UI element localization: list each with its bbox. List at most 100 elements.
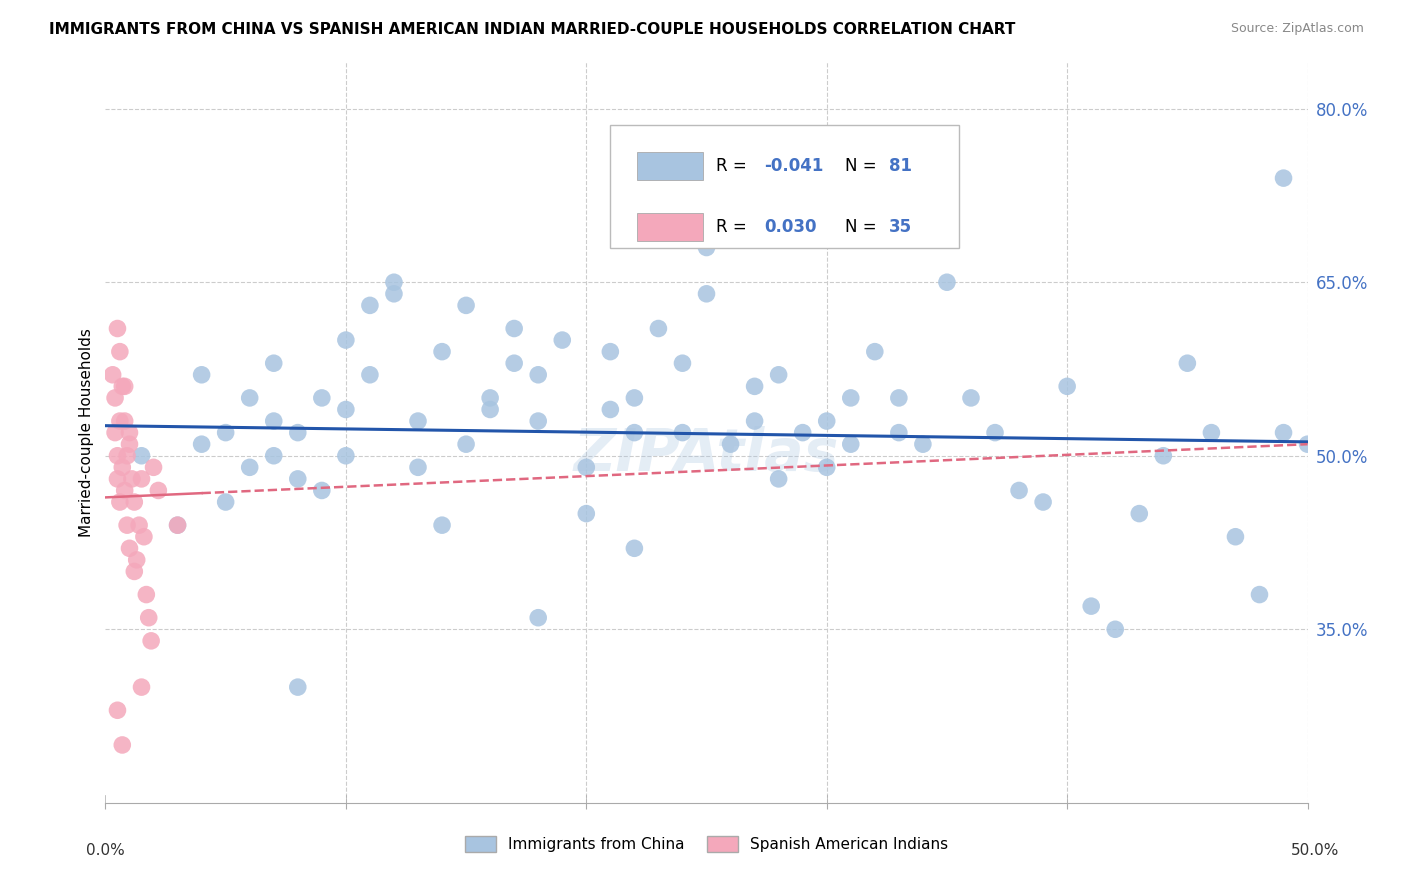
Text: Source: ZipAtlas.com: Source: ZipAtlas.com (1230, 22, 1364, 36)
Point (214, 495, 236, 509)
Point (1272, 171, 1295, 186)
Point (214, 425, 236, 440)
Point (108, 344, 131, 359)
Point (359, 368, 381, 382)
Point (575, 507, 598, 521)
Point (406, 414, 429, 428)
Point (114, 483, 136, 498)
Point (1104, 622, 1126, 636)
Point (768, 472, 790, 486)
Point (815, 460, 838, 475)
Point (430, 344, 453, 359)
Point (936, 275, 959, 289)
Point (131, 680, 153, 694)
Point (107, 449, 129, 463)
Point (335, 402, 357, 417)
Text: 50.0%: 50.0% (1291, 843, 1339, 858)
Point (287, 425, 309, 440)
Point (768, 368, 790, 382)
Text: N =: N = (845, 157, 882, 175)
Text: R =: R = (716, 157, 752, 175)
Text: IMMIGRANTS FROM CHINA VS SPANISH AMERICAN INDIAN MARRIED-COUPLE HOUSEHOLDS CORRE: IMMIGRANTS FROM CHINA VS SPANISH AMERICA… (49, 22, 1015, 37)
Point (239, 460, 262, 475)
Point (114, 414, 136, 428)
Point (599, 344, 621, 359)
Point (108, 495, 131, 509)
Point (984, 425, 1007, 440)
Text: -0.041: -0.041 (765, 157, 824, 175)
Point (647, 321, 669, 335)
Point (131, 449, 153, 463)
Text: 35: 35 (889, 218, 912, 235)
Point (115, 518, 138, 533)
Text: N =: N = (845, 218, 882, 235)
Point (359, 298, 381, 312)
Point (111, 460, 134, 475)
Point (1249, 588, 1271, 602)
Point (430, 518, 453, 533)
Point (125, 553, 148, 567)
Point (311, 391, 333, 405)
Point (623, 391, 645, 405)
Point (190, 437, 212, 451)
Point (121, 472, 143, 486)
Point (114, 379, 136, 393)
Point (166, 518, 188, 533)
Text: 0.0%: 0.0% (86, 843, 125, 858)
Point (671, 425, 693, 440)
Point (623, 541, 645, 556)
Point (335, 333, 357, 347)
Point (1225, 530, 1247, 544)
Point (887, 425, 910, 440)
Point (744, 206, 766, 220)
Point (1152, 449, 1174, 463)
Point (111, 738, 134, 752)
Point (744, 414, 766, 428)
Point (815, 414, 838, 428)
Point (132, 530, 155, 544)
Point (696, 286, 718, 301)
Point (107, 321, 129, 335)
Point (190, 368, 212, 382)
Point (1272, 425, 1295, 440)
Point (115, 449, 138, 463)
Point (239, 391, 262, 405)
Point (263, 449, 285, 463)
Point (1008, 483, 1031, 498)
Point (406, 460, 429, 475)
Point (382, 286, 405, 301)
Point (104, 425, 127, 440)
Text: 81: 81 (889, 157, 912, 175)
Text: ZIPAtlas: ZIPAtlas (574, 426, 839, 483)
Point (148, 483, 170, 498)
Point (101, 368, 124, 382)
Point (575, 460, 598, 475)
Point (863, 344, 886, 359)
Point (527, 368, 550, 382)
Point (960, 391, 983, 405)
Point (479, 402, 502, 417)
Point (1128, 507, 1150, 521)
Point (839, 391, 862, 405)
Point (527, 610, 550, 624)
Point (1032, 495, 1054, 509)
Point (623, 425, 645, 440)
Point (503, 321, 526, 335)
FancyBboxPatch shape (637, 152, 703, 180)
Point (551, 333, 574, 347)
Point (287, 680, 309, 694)
Point (118, 541, 141, 556)
Point (263, 414, 285, 428)
Point (671, 356, 693, 370)
Point (287, 472, 309, 486)
Point (131, 472, 153, 486)
FancyBboxPatch shape (610, 126, 959, 247)
Point (744, 379, 766, 393)
Point (263, 356, 285, 370)
Text: 0.030: 0.030 (765, 218, 817, 235)
Point (107, 703, 129, 717)
Point (135, 588, 157, 602)
Point (1177, 356, 1199, 370)
FancyBboxPatch shape (637, 212, 703, 241)
Point (599, 402, 621, 417)
